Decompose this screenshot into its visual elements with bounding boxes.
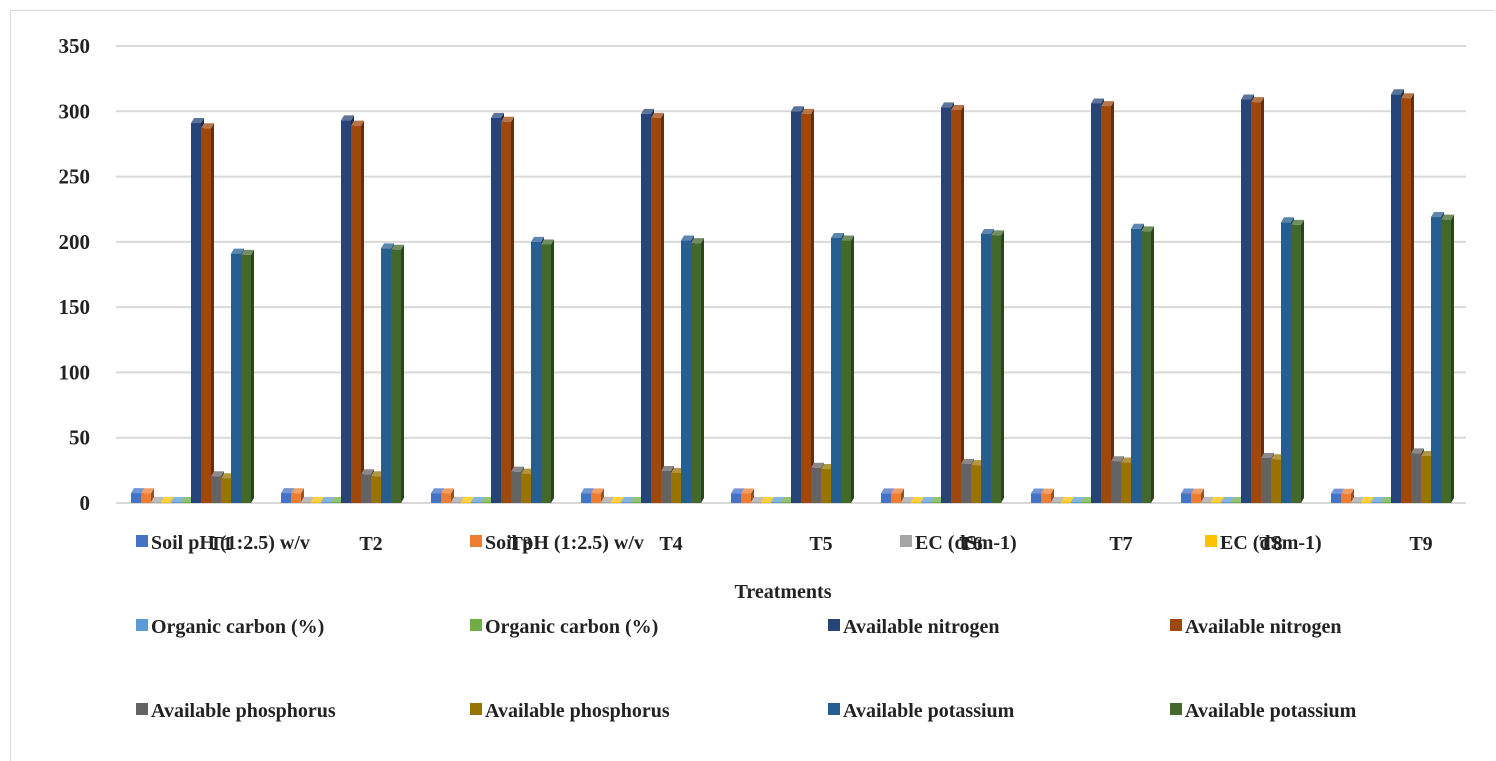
bar [501,116,514,503]
bar [391,244,404,504]
legend-entry: Available potassium [1170,700,1357,722]
legend-entry: Available potassium [828,700,1015,722]
y-tick-label: 0 [80,491,91,515]
legend-swatch [828,619,840,631]
bar [441,488,454,503]
bar [1041,488,1054,503]
bar [1141,226,1154,503]
bar [691,238,704,504]
legend-entry: Organic carbon (%) [136,616,324,638]
y-tick-label: 100 [59,360,91,384]
legend-label: Available potassium [843,700,1015,722]
bar [991,230,1004,504]
bar [741,488,754,503]
legend-entry: EC (dSm-1) [900,532,1017,554]
bar [1101,101,1114,503]
bar [1191,488,1204,503]
legend-swatch [1170,619,1182,631]
legend-label: Available phosphorus [485,700,670,722]
x-category-label: T9 [1409,533,1432,555]
legend-entry: Soil pH (1:2.5) w/v [470,532,644,554]
y-tick-label: 250 [59,165,91,189]
x-category-label: T7 [1109,533,1132,555]
legend-swatch [1170,703,1182,715]
legend-label: Available nitrogen [1185,616,1341,638]
legend-swatch [136,535,148,547]
bar [1251,97,1264,503]
legend-entry: Organic carbon (%) [470,616,658,638]
legend-label: Soil pH (1:2.5) w/v [485,532,644,554]
bar [591,488,604,503]
legend-swatch [900,535,912,547]
legend-label: Available nitrogen [843,616,999,638]
bar [841,235,854,503]
legend-swatch [136,619,148,631]
x-axis-title: Treatments [734,581,831,603]
bar [241,249,254,503]
bar [1341,488,1354,503]
y-tick-label: 50 [69,426,90,450]
x-category-label: T2 [359,533,382,555]
legend-entry: Available nitrogen [828,616,999,638]
legend-label: Available phosphorus [151,700,336,722]
legend-swatch [136,703,148,715]
y-tick-label: 350 [59,34,91,58]
legend-entry: Available nitrogen [1170,616,1341,638]
legend-entry: Available phosphorus [470,700,670,722]
legend: Soil pH (1:2.5) w/v Soil pH (1:2.5) w/v EC… [136,532,1357,722]
bar [951,104,964,503]
bar [291,488,304,503]
y-tick-label: 150 [59,295,91,319]
chart-frame [10,10,1494,761]
y-axis-ticks: 0 50 100 150 200 250 300 350 [59,34,91,515]
legend-label: EC (dSm-1) [915,532,1017,554]
x-category-label: T3 [509,533,532,555]
x-category-label: T5 [809,533,832,555]
y-tick-label: 300 [59,99,91,123]
legend-label: Organic carbon (%) [485,616,658,638]
x-category-label: T4 [659,533,682,555]
x-axis-categories: T1 T2 T3 T4 T5 T6 T7 T8 T9 [209,533,1432,555]
bar [201,123,214,503]
bar [1401,93,1414,503]
legend-swatch [470,703,482,715]
legend-entry: EC (dSm-1) [1205,532,1322,554]
legend-label: Organic carbon (%) [151,616,324,638]
bars [131,89,1454,504]
legend-label: Available potassium [1185,700,1357,722]
legend-swatch [1205,535,1217,547]
y-tick-label: 200 [59,230,91,254]
legend-entry: Soil pH (1:2.5) w/v [136,532,310,554]
bar [651,112,664,504]
legend-entry: Available phosphorus [136,700,336,722]
x-category-label: T8 [1259,533,1282,555]
bar [351,120,364,504]
bar [1291,219,1304,503]
x-category-label: T6 [959,533,982,555]
bar [891,488,904,503]
bar [1441,214,1454,503]
bar [141,488,154,503]
legend-label: Soil pH (1:2.5) w/v [151,532,310,554]
x-category-label: T1 [209,533,232,555]
legend-swatch [470,535,482,547]
legend-swatch [470,619,482,631]
legend-label: EC (dSm-1) [1220,532,1322,554]
bar [801,108,814,503]
bar [541,239,554,503]
legend-swatch [828,703,840,715]
